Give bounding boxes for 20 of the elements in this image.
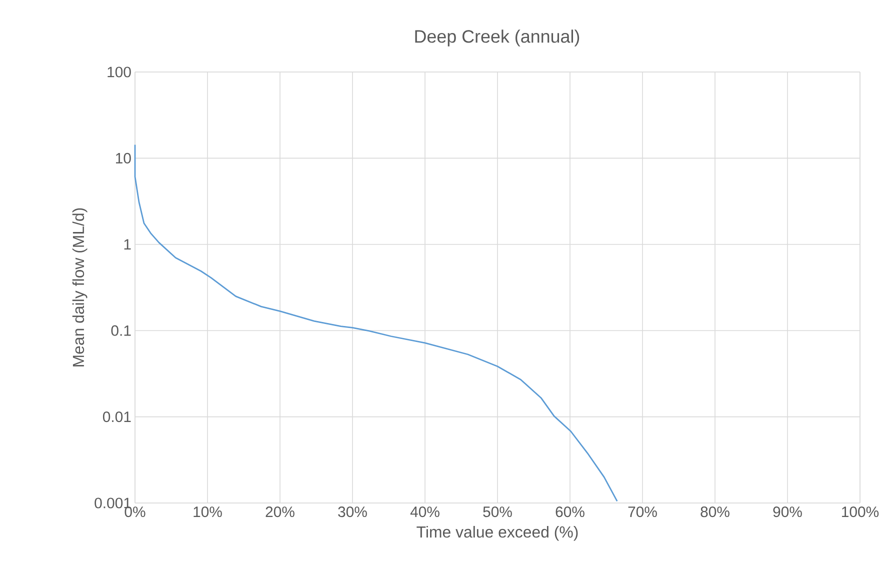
chart-title: Deep Creek (annual) — [415, 30, 580, 46]
x-tick-label: 80% — [700, 506, 730, 518]
y-tick-label: 0.001 — [94, 498, 131, 508]
x-tick-label: 30% — [338, 506, 367, 518]
line-series — [134, 144, 618, 502]
y-tick-label: 1 — [124, 239, 131, 250]
y-tick-label: 100 — [108, 66, 131, 78]
x-axis-title: Time value exceed (%) — [416, 526, 578, 541]
x-tick-label: 70% — [628, 506, 657, 518]
x-tick-label: 90% — [773, 506, 802, 518]
y-tick-label: 10 — [116, 152, 131, 164]
y-axis-title: Mean daily flow (ML/d) — [72, 208, 88, 366]
x-tick-label: 10% — [194, 506, 222, 518]
x-tick-label: 40% — [410, 506, 440, 518]
x-tick-label: 60% — [556, 506, 584, 518]
y-tick-label: 0.1 — [111, 325, 131, 336]
y-tick-label: 0.01 — [102, 412, 131, 422]
x-tick-label: 50% — [483, 506, 512, 518]
x-tick-label: 20% — [266, 506, 294, 518]
x-tick-label: 100% — [842, 506, 879, 518]
